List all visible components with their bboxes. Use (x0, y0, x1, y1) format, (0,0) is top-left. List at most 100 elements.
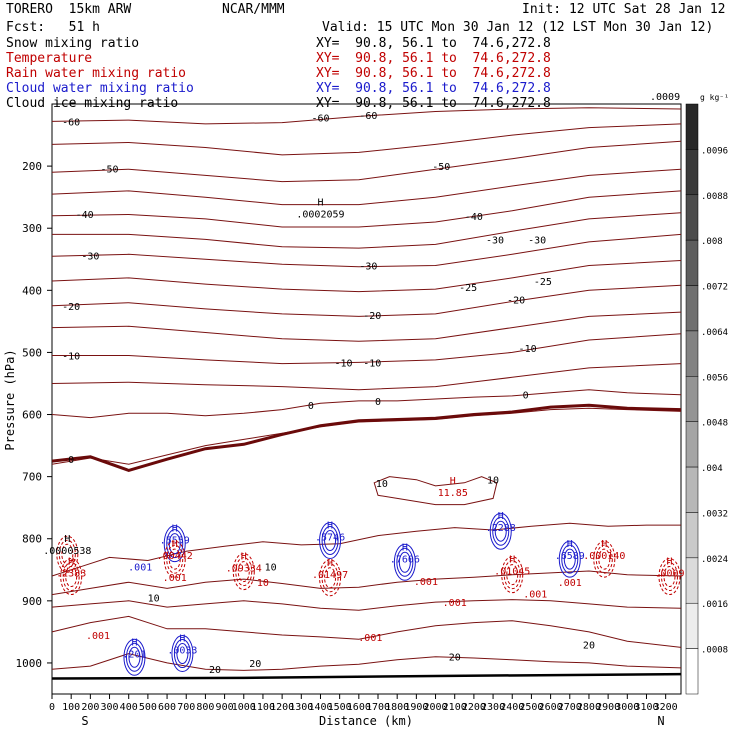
mixing-ratio-contour (237, 561, 250, 583)
colorbar-swatch (685, 466, 699, 513)
rain-contour-label: .001 (163, 573, 187, 584)
rain-contour-label: .001 (86, 631, 110, 642)
extremum-marker: H (666, 557, 672, 568)
extremum-value: .6589 (555, 551, 585, 562)
mixing-ratio-contour (558, 540, 581, 578)
extremum-marker: H (402, 542, 408, 553)
temperature-contour (51, 599, 682, 611)
extremum-marker: H (172, 539, 178, 550)
temperature-contour (51, 284, 682, 317)
field-label-cloud-water: Cloud water mixing ratio (6, 81, 194, 96)
temperature-contour (51, 311, 682, 342)
contour-label: 20 (209, 665, 221, 676)
temperature-contour (51, 570, 682, 596)
x-tick-label: 3200 (654, 702, 678, 713)
extremum-value: .7606 (390, 554, 420, 565)
extremum-value: .5746 (315, 533, 345, 544)
forecast-hour: Fcst: 51 h (6, 20, 100, 35)
mixing-ratio-contour (398, 551, 411, 573)
temperature-contour (51, 363, 682, 391)
contour-label: -25 (534, 277, 552, 288)
y-tick-label: 600 (22, 409, 42, 422)
temperature-contour (51, 407, 682, 465)
colorbar-label: .004 (701, 464, 723, 474)
plot-frame (51, 103, 682, 695)
x-tick-label: 1800 (385, 702, 409, 713)
x-tick-label: 3100 (634, 702, 658, 713)
mixing-ratio-contour (62, 562, 80, 592)
mixing-ratio-contour (125, 642, 143, 672)
temperature-contour (51, 123, 682, 156)
mixing-ratio-contour (168, 548, 181, 570)
mixing-ratio-contour (595, 544, 613, 574)
contour-label: -25 (459, 283, 477, 294)
colorbar-swatch (685, 648, 699, 695)
colorbar-swatch (685, 194, 699, 241)
colorbar-swatch (685, 512, 699, 559)
x-tick-label: 1500 (328, 702, 352, 713)
field-xy-cloud-water: XY= 90.8, 56.1 to 74.6,272.8 (316, 81, 551, 96)
contour-label: 10 (487, 476, 499, 487)
y-tick-label: 1000 (16, 657, 43, 670)
contour-label: -10 (62, 352, 80, 363)
y-tick-label: 700 (22, 471, 42, 484)
x-tick-label: 200 (81, 702, 99, 713)
x-tick-label: 2500 (519, 702, 543, 713)
mixing-ratio-contour (598, 548, 611, 570)
extremum-marker: H (601, 539, 607, 550)
temperature-contour (52, 333, 682, 365)
temperature-contour (51, 653, 682, 671)
x-tick-label: 1300 (289, 702, 313, 713)
mixing-ratio-contour (319, 559, 342, 597)
mixing-ratio-contour (324, 567, 337, 589)
colorbar-label: .0064 (701, 328, 728, 338)
extremum-value: .2288 (486, 523, 516, 534)
colorbar-swatch (685, 602, 699, 649)
extremum-marker: H (179, 634, 185, 645)
mixing-ratio-contour (128, 646, 141, 668)
extremum-marker: H (450, 476, 456, 487)
mixing-ratio-contour (176, 643, 189, 665)
colorbar-label: .0096 (701, 146, 728, 156)
contour-label: 20 (249, 659, 261, 670)
x-tick-label: 600 (158, 702, 176, 713)
model-title: TORERO 15km ARW (6, 2, 132, 17)
colorbar-swatch (685, 376, 699, 422)
temperature-contour (51, 233, 682, 268)
contour-label: 20 (449, 653, 461, 664)
contour-label: -40 (76, 210, 94, 221)
x-tick-label: 700 (177, 702, 195, 713)
x-axis-left-end-label: S (81, 714, 88, 728)
mixing-ratio-contour (660, 562, 678, 592)
mixing-ratio-contour (324, 530, 337, 552)
mixing-ratio-contour (593, 540, 616, 578)
contour-label: -10 (334, 358, 352, 369)
field-xy-snow: XY= 90.8, 56.1 to 74.6,272.8 (316, 36, 551, 51)
x-tick-label: 100 (62, 702, 80, 713)
x-tick-label: 2200 (462, 702, 486, 713)
extremum-value: .00442 (157, 551, 193, 562)
colorbar-swatch (685, 149, 699, 196)
mixing-ratio-contour (123, 638, 146, 676)
contour-label: -30 (486, 235, 504, 246)
x-tick-label: 3000 (615, 702, 639, 713)
mixing-ratio-contour (492, 516, 510, 546)
mixing-ratio-contour (503, 560, 521, 590)
extremum-value: .01497 (312, 570, 348, 581)
extremum-value: .0000538 (43, 546, 91, 557)
colorbar-label: .0048 (701, 419, 728, 429)
contour-label: 0 (68, 455, 74, 466)
extremum-value: .0033 (167, 646, 197, 657)
rain-contour-label: .001 (414, 577, 438, 588)
contour-label: -60 (311, 114, 329, 125)
mixing-ratio-contour (489, 512, 512, 550)
mixing-ratio-contour (494, 520, 507, 542)
extremum-value: .01045 (494, 567, 530, 578)
colorbar-swatch (685, 285, 699, 332)
colorbar-label: .008 (701, 237, 723, 247)
init-time: Init: 12 UTC Sat 28 Jan 12 (522, 2, 726, 17)
mixing-ratio-contour (61, 543, 74, 565)
extremum-value: .2383 (56, 569, 86, 580)
x-tick-label: 2900 (596, 702, 620, 713)
field-xy-rain: XY= 90.8, 56.1 to 74.6,272.8 (316, 66, 551, 81)
